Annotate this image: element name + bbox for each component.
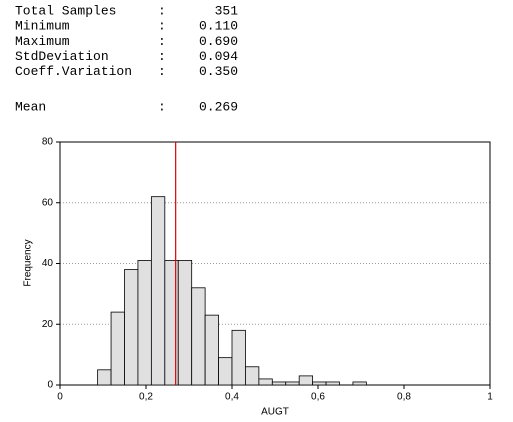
stat-separator: : [158, 3, 166, 18]
x-tick-label: 0,6 [311, 392, 325, 403]
stat-label: Maximum [15, 34, 70, 49]
mean-label: Mean [15, 99, 46, 114]
stat-separator: : [158, 34, 166, 49]
y-tick-label: 60 [42, 197, 54, 208]
mean-value: 0.269 [199, 99, 238, 114]
y-tick-label: 20 [42, 319, 54, 330]
stat-value: 0.690 [199, 34, 238, 49]
mean-separator: : [158, 99, 166, 114]
y-tick-label: 40 [42, 258, 54, 269]
stat-separator: : [158, 64, 166, 79]
x-tick-label: 1 [487, 392, 493, 403]
bar [352, 381, 367, 386]
stat-label: Minimum [15, 19, 70, 34]
bar [258, 378, 273, 386]
x-tick-label: 0,8 [397, 392, 411, 403]
bar [231, 329, 246, 386]
y-axis-label: Frequency [23, 239, 34, 286]
x-axis-label: AUGT [261, 407, 289, 418]
bar [204, 314, 219, 386]
stat-value: 0.350 [199, 64, 238, 79]
x-tick-label: 0,2 [139, 392, 153, 403]
bar [124, 269, 139, 386]
stat-value: 0.094 [199, 49, 238, 64]
stat-label: StdDeviation [15, 49, 109, 64]
y-tick-label: 80 [42, 137, 54, 148]
stat-label: Coeff.Variation [15, 64, 132, 79]
bar [271, 381, 287, 386]
bar [298, 375, 314, 386]
stat-separator: : [158, 19, 166, 34]
bar [325, 381, 340, 386]
bar [285, 381, 300, 386]
bar [97, 369, 112, 386]
bar [191, 287, 206, 386]
stat-value: 0.110 [199, 19, 238, 34]
bar [218, 357, 233, 386]
x-tick-label: 0 [57, 392, 63, 403]
bar [150, 196, 166, 386]
bar [137, 260, 152, 386]
stat-separator: : [158, 49, 166, 64]
bar [177, 260, 193, 386]
bar [245, 366, 260, 386]
stat-label: Total Samples [15, 3, 116, 18]
stat-value: 351 [215, 3, 239, 18]
x-tick-label: 0,4 [225, 392, 239, 403]
bar [110, 311, 125, 386]
bar [312, 381, 327, 386]
y-tick-label: 0 [47, 380, 53, 391]
